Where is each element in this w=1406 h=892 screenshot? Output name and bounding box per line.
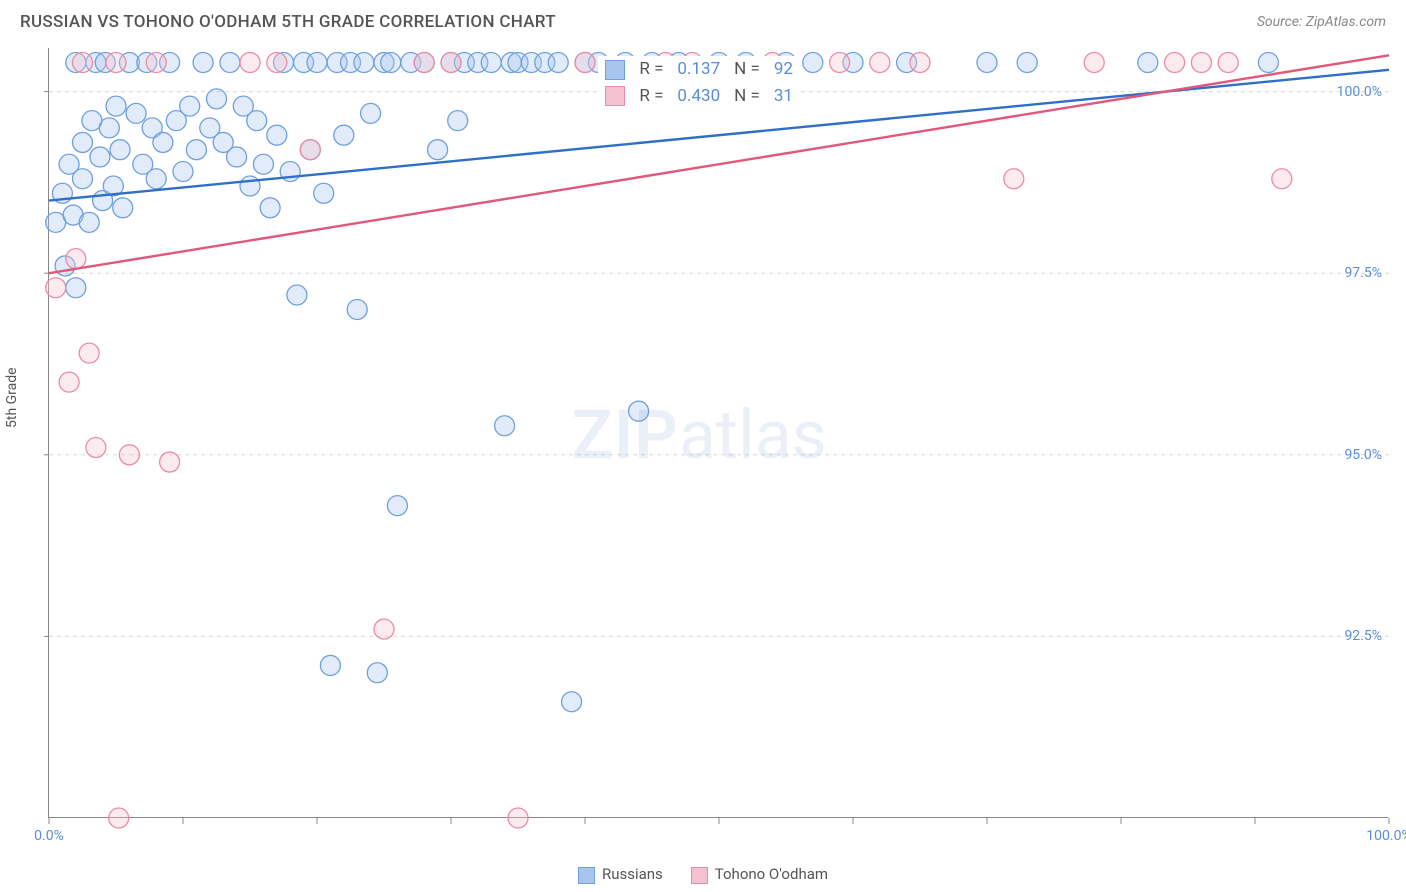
r-value-2: 0.430 [670, 83, 727, 110]
n-label-1: N = [727, 56, 767, 83]
stats-legend: R = 0.137 N = 92 R = 0.430 N = 31 [598, 56, 800, 109]
n-value-1: 92 [767, 56, 800, 83]
legend-label-2: Tohono O'odham [715, 865, 828, 883]
source-label: Source: ZipAtlas.com [1257, 14, 1386, 30]
legend-swatch-russians [578, 867, 595, 884]
legend-item-2: Tohono O'odham [691, 865, 828, 884]
scatter-svg [49, 48, 1388, 817]
y-tick-label: 97.5% [1344, 265, 1382, 281]
n-label-2: N = [727, 83, 767, 110]
n-value-2: 31 [767, 83, 800, 110]
legend-item-1: Russians [578, 865, 663, 884]
chart-title: RUSSIAN VS TOHONO O'ODHAM 5TH GRADE CORR… [20, 12, 556, 32]
x-tick-label: 100.0% [1366, 828, 1406, 844]
legend-label-1: Russians [602, 865, 663, 883]
y-tick-label: 100.0% [1337, 84, 1382, 100]
bottom-legend: Russians Tohono O'odham [0, 865, 1406, 884]
r-label-1: R = [632, 56, 670, 83]
r-label-2: R = [632, 83, 670, 110]
y-tick-label: 95.0% [1344, 447, 1382, 463]
stats-row-1: R = 0.137 N = 92 [598, 56, 800, 83]
r-value-1: 0.137 [670, 56, 727, 83]
y-axis-label: 5th Grade [4, 367, 20, 428]
x-tick-label: 0.0% [34, 828, 64, 844]
legend-swatch-2 [605, 86, 625, 106]
y-tick-label: 92.5% [1344, 628, 1382, 644]
legend-swatch-1 [605, 60, 625, 80]
stats-row-2: R = 0.430 N = 31 [598, 83, 800, 110]
plot-area: ZIPatlas R = 0.137 N = 92 R = 0.430 N = … [48, 48, 1388, 818]
legend-swatch-tohono [691, 867, 708, 884]
